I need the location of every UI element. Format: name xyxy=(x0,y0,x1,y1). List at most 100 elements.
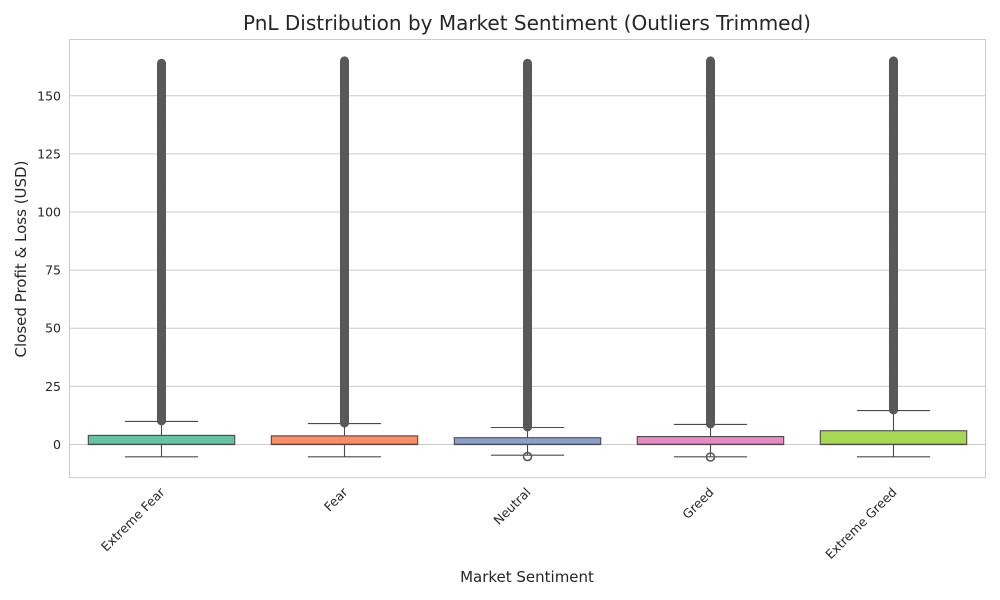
outlier-point xyxy=(522,412,533,422)
outlier-point xyxy=(888,192,899,202)
outlier-point xyxy=(522,242,533,252)
outlier-point xyxy=(522,187,533,197)
outlier-point xyxy=(339,289,350,299)
outlier-point xyxy=(156,91,167,101)
outlier-point xyxy=(705,275,716,285)
outlier-point xyxy=(888,273,899,283)
outlier-point xyxy=(705,377,716,387)
outlier-point xyxy=(339,304,350,314)
outlier-point xyxy=(888,324,899,334)
outlier-point xyxy=(339,190,350,200)
outlier-point xyxy=(522,307,533,317)
outlier-point xyxy=(705,59,716,69)
outlier-point xyxy=(888,291,899,301)
outlier-point xyxy=(888,384,899,394)
outlier-point xyxy=(888,183,899,193)
outlier-point xyxy=(522,142,533,152)
outlier-point xyxy=(888,396,899,406)
outlier-point xyxy=(156,306,167,316)
outlier-point xyxy=(156,221,167,231)
outlier-point xyxy=(705,182,716,192)
outlier-point xyxy=(705,62,716,72)
outlier-point xyxy=(888,108,899,118)
outlier-point xyxy=(888,222,899,232)
outlier-point xyxy=(705,149,716,159)
outlier-point xyxy=(705,344,716,354)
outlier-point xyxy=(705,296,716,306)
outlier-point xyxy=(705,95,716,105)
outlier-point xyxy=(339,97,350,107)
outlier-point xyxy=(156,76,167,86)
outlier-point xyxy=(705,395,716,405)
outlier-point xyxy=(522,147,533,157)
outlier-point xyxy=(888,75,899,85)
outlier-point xyxy=(339,409,350,419)
outlier-point xyxy=(339,262,350,272)
outlier-point xyxy=(339,241,350,251)
outlier-point xyxy=(888,72,899,82)
outlier-point xyxy=(156,336,167,346)
outlier-point xyxy=(339,265,350,275)
outlier-point xyxy=(156,326,167,336)
outlier-point xyxy=(888,195,899,205)
outlier-point xyxy=(339,280,350,290)
outlier-point xyxy=(705,386,716,396)
outlier-point xyxy=(339,268,350,278)
outlier-point xyxy=(705,245,716,255)
outlier-point xyxy=(705,353,716,363)
outlier-point xyxy=(888,294,899,304)
outlier-point xyxy=(522,207,533,217)
outlier-point xyxy=(339,331,350,341)
outlier-point xyxy=(339,229,350,239)
outlier-point xyxy=(339,163,350,173)
outlier-point xyxy=(339,91,350,101)
outlier-point xyxy=(705,317,716,327)
outlier-point xyxy=(888,390,899,400)
outlier-point xyxy=(156,366,167,376)
outlier-point xyxy=(339,184,350,194)
outlier-point xyxy=(705,128,716,138)
outlier-point xyxy=(888,204,899,214)
outlier-point xyxy=(522,407,533,417)
outlier-point xyxy=(888,162,899,172)
outlier-point xyxy=(705,251,716,261)
outlier-point xyxy=(888,231,899,241)
outlier-point xyxy=(888,333,899,343)
outlier-point xyxy=(888,363,899,373)
outlier-point xyxy=(705,137,716,147)
outlier-point xyxy=(339,220,350,230)
outlier-point xyxy=(339,340,350,350)
outlier-point xyxy=(339,283,350,293)
outlier-point xyxy=(156,281,167,291)
outlier-point xyxy=(156,391,167,401)
outlier-point xyxy=(705,254,716,264)
outlier-point xyxy=(705,236,716,246)
outlier-point xyxy=(156,236,167,246)
outlier-point xyxy=(705,80,716,90)
outlier-point xyxy=(705,107,716,117)
outlier-point xyxy=(339,151,350,161)
outlier-point xyxy=(888,114,899,124)
outlier-point xyxy=(522,137,533,147)
outlier-point xyxy=(156,106,167,116)
outlier-point xyxy=(888,123,899,133)
outlier-point xyxy=(705,170,716,180)
outlier-point xyxy=(156,271,167,281)
outlier-point xyxy=(705,314,716,324)
outlier-point xyxy=(339,76,350,86)
outlier-point xyxy=(522,322,533,332)
outlier-point xyxy=(705,380,716,390)
outlier-point xyxy=(339,349,350,359)
outlier-point xyxy=(156,196,167,206)
outlier-point xyxy=(156,66,167,76)
outlier-point xyxy=(339,145,350,155)
outlier-point xyxy=(339,232,350,242)
outlier-point xyxy=(156,266,167,276)
outlier-point xyxy=(339,199,350,209)
outlier-point xyxy=(888,117,899,127)
outlier-point xyxy=(522,297,533,307)
outlier-point xyxy=(705,212,716,222)
outlier-point xyxy=(339,118,350,128)
outlier-point xyxy=(522,217,533,227)
outlier-point xyxy=(888,78,899,88)
